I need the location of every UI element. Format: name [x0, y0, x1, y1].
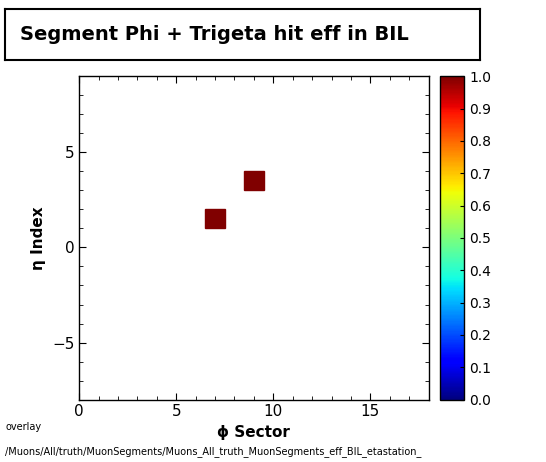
X-axis label: ϕ Sector: ϕ Sector — [217, 425, 290, 440]
Bar — [205, 209, 225, 228]
Text: /Muons/All/truth/MuonSegments/Muons_All_truth_MuonSegments_eff_BIL_etastation_: /Muons/All/truth/MuonSegments/Muons_All_… — [5, 446, 422, 457]
Text: overlay: overlay — [5, 422, 41, 432]
Bar — [244, 171, 264, 190]
Text: Segment Phi + Trigeta hit eff in BIL: Segment Phi + Trigeta hit eff in BIL — [20, 25, 408, 44]
Y-axis label: η Index: η Index — [31, 206, 46, 270]
